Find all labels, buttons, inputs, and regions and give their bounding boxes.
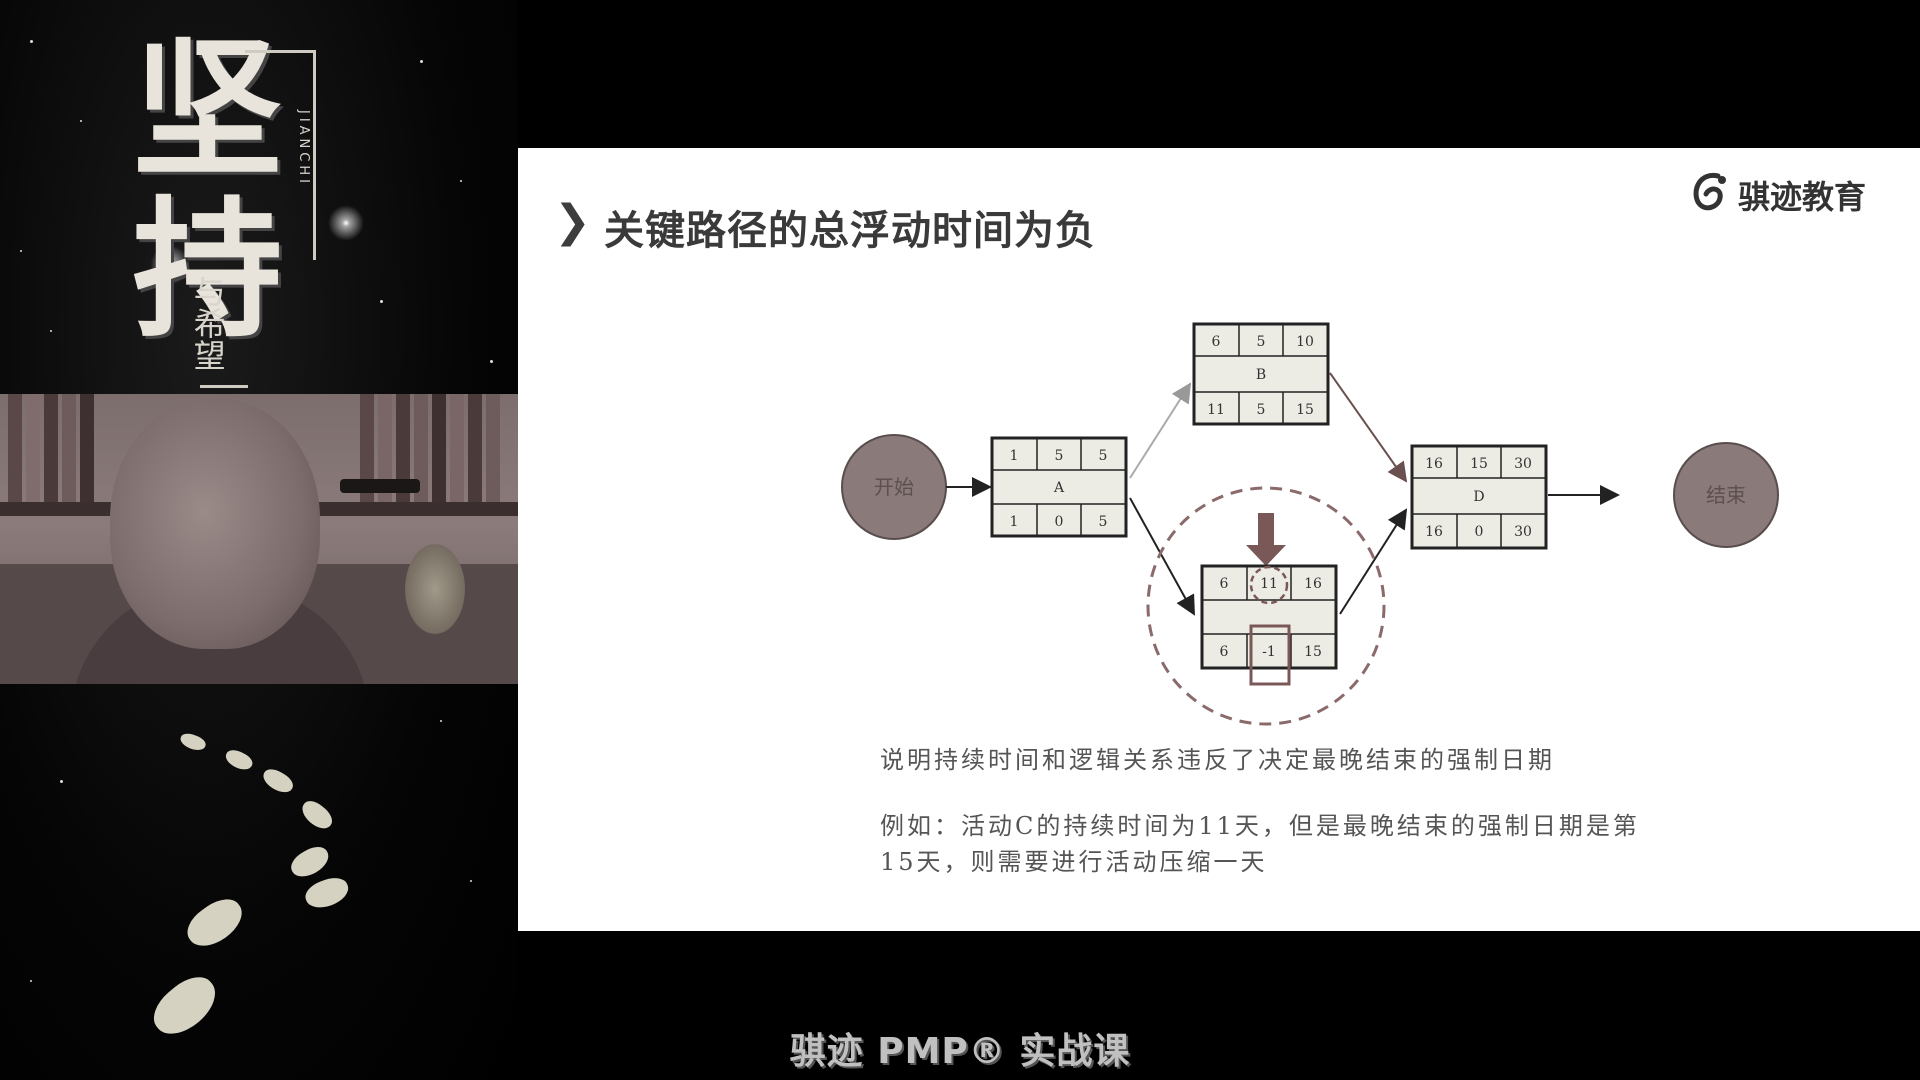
activity-box-b: 6 5 10 B 11 5 15 xyxy=(1192,322,1330,426)
highlight-circle xyxy=(1146,486,1386,726)
cell-lf: 30 xyxy=(1514,524,1532,540)
example-line-1: 例如：活动C的持续时间为11天，但是最晚结束的强制日期是第 xyxy=(880,812,1640,840)
arrow-a-c xyxy=(1129,497,1195,616)
footprint xyxy=(301,873,353,913)
book xyxy=(62,394,76,504)
cell-lf: 15 xyxy=(1304,644,1322,660)
star xyxy=(470,880,472,882)
slide-title: 关键路径的总浮动时间为负 xyxy=(604,208,1096,254)
course-caption: 骐迹 PMP® 实战课 xyxy=(789,1031,1131,1072)
star xyxy=(420,60,423,63)
book xyxy=(44,394,58,504)
cell-tf: 0 xyxy=(1055,514,1064,530)
star xyxy=(80,120,82,122)
activity-name: D xyxy=(1473,489,1484,505)
cell-ls: 11 xyxy=(1207,402,1225,418)
plant xyxy=(405,544,465,634)
cell-es: 1 xyxy=(1010,448,1019,464)
float-highlight xyxy=(1249,624,1291,686)
activity-name: A xyxy=(1053,480,1065,496)
star xyxy=(380,300,383,303)
logo-text: 骐迹教育 xyxy=(1738,178,1867,216)
footprint xyxy=(180,891,250,955)
pointer-shaft xyxy=(1258,513,1274,545)
logo-icon xyxy=(1693,172,1726,211)
footprint xyxy=(286,841,334,883)
footprint xyxy=(222,746,256,774)
book xyxy=(414,394,428,504)
book xyxy=(8,394,22,504)
cell-ef: 30 xyxy=(1514,456,1532,472)
cell-ls: 6 xyxy=(1220,644,1229,660)
arrow-c-d xyxy=(1339,508,1408,615)
cell-tf: 5 xyxy=(1257,402,1266,418)
light-flare xyxy=(150,245,190,285)
cell-ef: 5 xyxy=(1099,448,1108,464)
end-node xyxy=(1673,442,1779,548)
lamp xyxy=(340,479,420,493)
cell-ls: 16 xyxy=(1425,524,1443,540)
light-flare xyxy=(328,205,364,241)
cell-ls: 1 xyxy=(1010,514,1019,530)
book xyxy=(360,394,374,504)
cell-duration: 15 xyxy=(1470,456,1488,472)
arrow-b-d xyxy=(1329,372,1408,483)
star xyxy=(490,360,493,363)
star xyxy=(60,780,63,783)
book xyxy=(396,394,410,504)
book xyxy=(468,394,482,504)
start-node-label: 开始 xyxy=(874,475,914,499)
cell-ef: 10 xyxy=(1296,334,1314,350)
footprint xyxy=(297,796,337,834)
duration-highlight xyxy=(1249,565,1289,605)
activity-name: B xyxy=(1256,367,1266,383)
cell-tf: -1 xyxy=(1262,644,1276,660)
book xyxy=(26,394,40,504)
cell-ef: 16 xyxy=(1304,576,1322,592)
cell-es: 16 xyxy=(1425,456,1443,472)
cell-tf: 0 xyxy=(1475,524,1484,540)
banner-title: 坚持 xyxy=(107,30,283,350)
arrow-a-b xyxy=(1129,382,1192,479)
star xyxy=(440,720,442,722)
banner-pinyin: JIANCHI xyxy=(296,110,311,187)
book xyxy=(450,394,464,504)
example-text: 例如：活动C的持续时间为11天，但是最晚结束的强制日期是第 15天，则需要进行活… xyxy=(880,808,1640,880)
activity-box-c: 6 11 16 6 -1 15 xyxy=(1200,564,1338,686)
star xyxy=(460,180,462,182)
activity-box-d: 16 15 30 D 16 0 30 xyxy=(1410,444,1548,550)
webcam-feed xyxy=(0,394,518,684)
cell-es: 6 xyxy=(1220,576,1229,592)
banner-subtitle: 与希望 xyxy=(188,275,227,371)
end-node-label: 结束 xyxy=(1706,483,1746,507)
title-chevron-icon: ❯ xyxy=(554,196,591,247)
banner-divider xyxy=(245,50,315,53)
footprint xyxy=(259,765,297,797)
pointer-arrow-icon xyxy=(1246,545,1286,566)
book xyxy=(378,394,392,504)
book xyxy=(486,394,500,504)
network-diagram: 开始 结束 1 5 5 A 1 0 5 xyxy=(841,322,1779,726)
footprint xyxy=(178,730,208,754)
cell-duration: 5 xyxy=(1257,334,1266,350)
star xyxy=(50,330,52,332)
banner-divider xyxy=(313,50,316,260)
cell-es: 6 xyxy=(1212,334,1221,350)
star xyxy=(30,980,32,982)
cell-duration: 5 xyxy=(1055,448,1064,464)
cell-duration: 11 xyxy=(1260,576,1278,592)
star xyxy=(20,250,22,252)
book xyxy=(432,394,446,504)
presenter-head xyxy=(110,399,320,649)
example-line-2: 15天，则需要进行活动压缩一天 xyxy=(880,848,1268,876)
cell-lf: 15 xyxy=(1296,402,1314,418)
slide: ❯ 关键路径的总浮动时间为负 骐迹教育 开始 结束 xyxy=(518,148,1920,931)
banner-divider xyxy=(200,385,248,388)
book xyxy=(80,394,94,504)
activity-box-a: 1 5 5 A 1 0 5 xyxy=(990,436,1128,538)
banner-panel: 坚持 与希望 JIANCHI xyxy=(0,0,518,1080)
star xyxy=(30,40,33,43)
note-text: 说明持续时间和逻辑关系违反了决定最晚结束的强制日期 xyxy=(880,746,1555,774)
cell-lf: 5 xyxy=(1099,514,1108,530)
